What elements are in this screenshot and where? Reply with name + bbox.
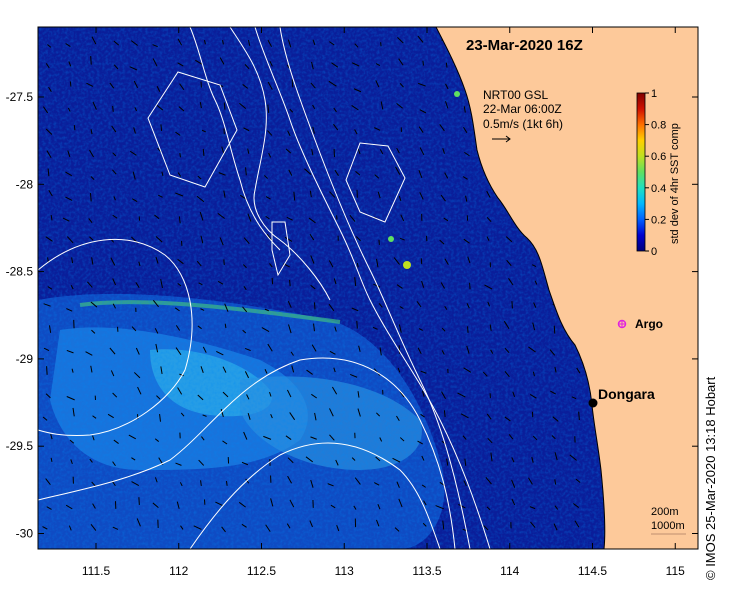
- colorbar-tick-label: 0.8: [651, 120, 666, 132]
- colorbar-tick-label: 1: [651, 88, 657, 100]
- colorbar-title: std dev of 4hr SST comp: [669, 123, 681, 244]
- map-frame: [37, 26, 699, 550]
- y-axis: -27.5 -28 -28.5 -29 -29.5 -30: [6, 90, 698, 541]
- y-tick-label: -30: [16, 527, 34, 541]
- credit-text: © IMOS 25-Mar-2020 13:18 Hobart: [703, 376, 718, 580]
- x-tick-label: 115: [666, 564, 685, 578]
- annotation-line-1: NRT00 GSL: [483, 88, 548, 102]
- colorbar-tick-label: 0: [651, 246, 657, 258]
- scale-label-200m: 200m: [651, 506, 679, 518]
- colorbar-tick-label: 0.2: [651, 214, 666, 226]
- scale-label-1000m: 1000m: [651, 520, 685, 532]
- y-tick-label: -27.5: [6, 90, 34, 104]
- x-tick-label: 111.5: [82, 564, 111, 578]
- y-tick-label: -28.5: [6, 265, 34, 279]
- annotation-line-2: 22-Mar 06:00Z: [483, 102, 562, 116]
- y-tick-label: -29: [16, 352, 34, 366]
- colorbar-tick-label: 0.4: [651, 183, 666, 195]
- colorbar: [636, 92, 646, 252]
- x-tick-label: 114.5: [578, 564, 607, 578]
- contour-lines: [38, 27, 491, 549]
- dongara-marker: [588, 398, 598, 408]
- y-tick-label: -28: [16, 177, 34, 191]
- x-tick-label: 113.5: [412, 564, 441, 578]
- x-tick-label: 114: [500, 564, 519, 578]
- x-tick-label: 113: [335, 564, 354, 578]
- reference-arrow: [492, 135, 511, 143]
- y-tick-label: -29.5: [6, 439, 34, 453]
- map-date-title: 23-Mar-2020 16Z: [466, 37, 583, 54]
- argo-label: Argo: [635, 317, 663, 331]
- x-tick-label: 112: [169, 564, 188, 578]
- colorbar-tick-label: 0.6: [651, 151, 666, 163]
- argo-marker: [617, 319, 627, 329]
- annotation-line-3: 0.5m/s (1kt 6h): [483, 117, 563, 131]
- colorbar-ticks: 1 0.8 0.6 0.4 0.2 0: [645, 88, 666, 258]
- land-mass: [435, 27, 698, 549]
- dongara-label: Dongara: [598, 386, 655, 402]
- x-tick-label: 112.5: [247, 564, 276, 578]
